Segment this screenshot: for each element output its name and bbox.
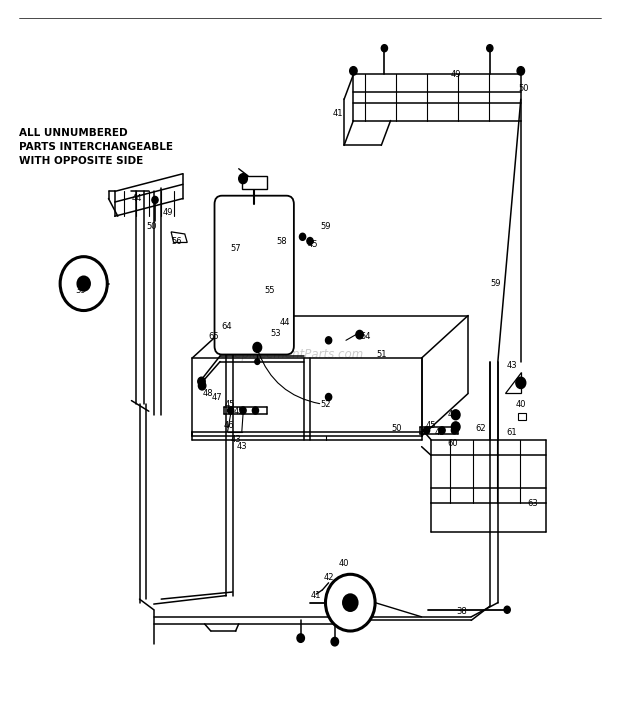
Text: 55: 55 — [265, 286, 275, 295]
Text: 40: 40 — [339, 559, 349, 568]
Text: 54: 54 — [361, 333, 371, 341]
Text: 45: 45 — [426, 421, 436, 430]
Text: 49: 49 — [451, 70, 461, 79]
Circle shape — [451, 410, 460, 420]
Text: 45: 45 — [224, 400, 234, 408]
Text: 40: 40 — [516, 400, 526, 408]
Text: 43: 43 — [236, 442, 247, 451]
Text: 47: 47 — [447, 411, 458, 419]
FancyBboxPatch shape — [215, 196, 294, 354]
Text: 39: 39 — [345, 598, 356, 607]
Text: 45: 45 — [435, 428, 445, 437]
Text: 57: 57 — [230, 244, 241, 252]
Circle shape — [255, 359, 260, 364]
Text: 44: 44 — [280, 318, 290, 327]
Text: 51: 51 — [376, 350, 386, 359]
Circle shape — [307, 238, 313, 245]
Text: 62: 62 — [475, 425, 486, 433]
Circle shape — [423, 427, 430, 434]
Text: 56: 56 — [171, 237, 182, 245]
Text: 45: 45 — [234, 407, 244, 415]
Polygon shape — [505, 372, 521, 393]
Text: 60: 60 — [447, 439, 458, 447]
Circle shape — [253, 342, 262, 352]
Circle shape — [356, 330, 363, 339]
Text: 50: 50 — [519, 84, 529, 93]
Text: 41: 41 — [333, 109, 343, 118]
Text: 38: 38 — [456, 607, 467, 615]
Circle shape — [228, 407, 234, 414]
Circle shape — [350, 67, 357, 75]
Circle shape — [239, 174, 247, 184]
Text: 43: 43 — [230, 435, 241, 444]
Circle shape — [326, 393, 332, 401]
Text: 61: 61 — [506, 428, 517, 437]
Text: 64: 64 — [221, 322, 232, 330]
Bar — [242, 176, 267, 189]
Text: 39: 39 — [75, 286, 86, 295]
Text: 59: 59 — [321, 223, 330, 231]
Text: 44: 44 — [131, 194, 141, 203]
Circle shape — [252, 407, 259, 414]
Text: 45: 45 — [308, 240, 318, 249]
Circle shape — [517, 67, 525, 75]
Text: 43: 43 — [506, 361, 517, 369]
Text: 48: 48 — [202, 389, 213, 398]
Circle shape — [152, 196, 158, 203]
Text: eReplacementParts.com: eReplacementParts.com — [219, 348, 363, 361]
Polygon shape — [171, 232, 187, 242]
Circle shape — [297, 634, 304, 642]
Bar — [518, 413, 526, 420]
Circle shape — [331, 637, 339, 646]
Circle shape — [60, 257, 107, 311]
Text: 42: 42 — [324, 574, 334, 582]
Circle shape — [487, 45, 493, 52]
Text: 65: 65 — [208, 333, 219, 341]
Circle shape — [516, 377, 526, 389]
Circle shape — [198, 381, 206, 390]
Circle shape — [78, 277, 90, 291]
Text: 52: 52 — [321, 400, 330, 408]
Circle shape — [451, 422, 460, 432]
Circle shape — [240, 407, 246, 414]
Circle shape — [326, 574, 375, 631]
Circle shape — [343, 594, 358, 611]
Circle shape — [439, 427, 445, 434]
Circle shape — [504, 606, 510, 613]
Circle shape — [381, 45, 388, 52]
Text: 58: 58 — [277, 237, 288, 245]
Text: 53: 53 — [270, 329, 281, 337]
Text: 41: 41 — [311, 591, 321, 600]
Circle shape — [326, 337, 332, 344]
Text: 63: 63 — [528, 499, 539, 508]
Circle shape — [451, 427, 458, 434]
Text: 46: 46 — [224, 421, 235, 430]
Text: ALL UNNUMBERED
PARTS INTERCHANGEABLE
WITH OPPOSITE SIDE: ALL UNNUMBERED PARTS INTERCHANGEABLE WIT… — [19, 128, 172, 166]
Text: 49: 49 — [162, 208, 172, 217]
Circle shape — [299, 233, 306, 240]
Text: 47: 47 — [211, 393, 223, 401]
Text: 59: 59 — [491, 279, 501, 288]
Text: 50: 50 — [392, 425, 402, 433]
Circle shape — [198, 377, 205, 386]
Text: 50: 50 — [147, 223, 157, 231]
